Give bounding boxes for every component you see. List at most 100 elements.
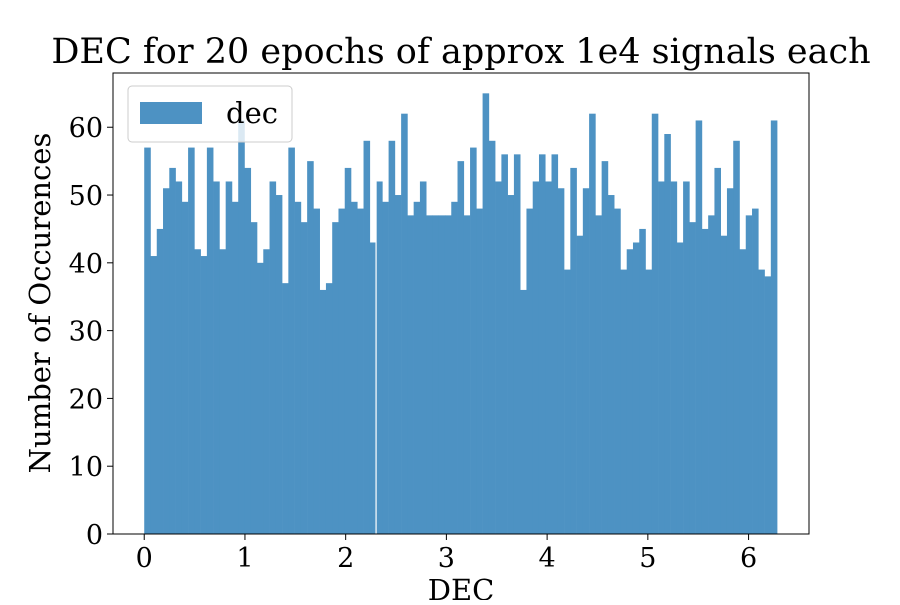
histogram-bar [156, 228, 164, 534]
histogram-bar [257, 262, 264, 534]
histogram-bar [764, 276, 772, 534]
histogram-bar [470, 147, 477, 534]
histogram-bar [219, 249, 226, 534]
y-tick-label: 40 [69, 249, 103, 280]
plot-frame [112, 72, 810, 535]
histogram-bar [419, 181, 427, 534]
histogram-bar [607, 195, 615, 534]
histogram-bar [200, 256, 208, 534]
histogram-bar [213, 181, 220, 534]
histogram-bar [701, 228, 709, 534]
histogram-bar [689, 222, 696, 534]
histogram-bar [369, 242, 377, 535]
y-tick-label: 20 [69, 384, 103, 415]
histogram-bar [758, 269, 765, 534]
histogram-bar [513, 154, 521, 534]
histogram-bar [695, 120, 703, 535]
histogram-bar [720, 235, 728, 534]
histogram-bar [357, 208, 364, 534]
legend-label-dec: dec [226, 96, 278, 130]
histogram-bar [194, 249, 201, 534]
x-axis-ticks: 0 1 2 3 4 5 6 [136, 534, 757, 574]
histogram-bar [770, 120, 778, 535]
histogram-bar [300, 222, 308, 534]
histogram-bar [325, 283, 333, 534]
histogram-bar [344, 167, 352, 534]
histogram-bar [444, 215, 452, 534]
histogram-bar [733, 140, 740, 535]
histogram-bar [238, 120, 245, 535]
y-tick-label: 50 [69, 181, 103, 212]
histogram-bar [507, 195, 515, 534]
legend-swatch [140, 102, 202, 124]
histogram-bar [163, 188, 170, 534]
histogram-bar [589, 113, 596, 535]
histogram-bar [144, 147, 151, 534]
x-tick-label: 2 [337, 543, 354, 574]
histogram-bar [432, 215, 440, 534]
histogram-bar [388, 140, 396, 535]
histogram-bar [745, 215, 753, 534]
legend: dec [127, 85, 293, 143]
histogram-bar [639, 228, 646, 534]
x-tick-label: 1 [236, 543, 253, 574]
histogram-bar [263, 249, 270, 534]
histogram-bar [338, 208, 346, 534]
histogram-bar [557, 188, 565, 534]
histogram-bar [225, 181, 233, 534]
x-tick-label: 6 [740, 543, 757, 574]
x-tick-label: 0 [136, 543, 153, 574]
histogram-bar [495, 181, 502, 534]
histogram-bar [545, 181, 552, 534]
histogram-bar [601, 161, 609, 534]
histogram-bar [482, 93, 490, 534]
histogram-bar [582, 188, 590, 534]
histogram-bar [676, 242, 684, 535]
histogram-bar [275, 195, 283, 534]
histogram-bar [169, 167, 176, 534]
histogram-bar [413, 201, 421, 534]
y-tick-label: 60 [69, 113, 103, 144]
histogram-bar [307, 161, 314, 534]
histogram-bar [476, 208, 483, 534]
histogram-bar [752, 208, 759, 534]
histogram-bar [363, 140, 371, 535]
histogram-bar [269, 181, 277, 534]
histogram-bar [206, 147, 214, 534]
y-tick-label: 0 [86, 520, 103, 551]
histogram-bar [394, 195, 402, 534]
histogram-bar [520, 289, 527, 534]
y-axis-label: Number of Occurences [23, 133, 57, 474]
histogram-bar [614, 208, 621, 534]
histogram-bar [564, 269, 571, 534]
histogram-bar [175, 181, 183, 534]
histogram-bar [538, 154, 546, 534]
histogram-bar [714, 167, 721, 534]
x-tick-label: 4 [539, 543, 556, 574]
histogram-bar [294, 201, 302, 534]
y-axis-ticks: 0 10 20 30 40 50 60 [69, 113, 113, 551]
histogram-bar [463, 215, 471, 534]
histogram-bar [426, 215, 433, 534]
histogram-bar [664, 134, 671, 534]
histogram-bar [488, 140, 496, 535]
histogram-bar [181, 201, 189, 534]
x-axis-label: DEC [428, 573, 495, 600]
histogram-bar [658, 181, 665, 534]
histogram-bar [313, 208, 320, 534]
histogram-bar [683, 181, 690, 534]
histogram-bar [319, 289, 327, 534]
histogram-bar [401, 113, 408, 535]
histogram-bar [576, 235, 584, 534]
histogram-bar [632, 242, 640, 535]
histogram-bar [526, 208, 534, 534]
histogram-bar [376, 181, 383, 534]
histogram-bar [670, 181, 678, 534]
chart-title: DEC for 20 epochs of approx 1e4 signals … [51, 32, 870, 72]
histogram-bar [626, 249, 634, 534]
histogram-bar [645, 269, 653, 534]
x-tick-label: 3 [438, 543, 455, 574]
histogram-bar [382, 201, 389, 534]
